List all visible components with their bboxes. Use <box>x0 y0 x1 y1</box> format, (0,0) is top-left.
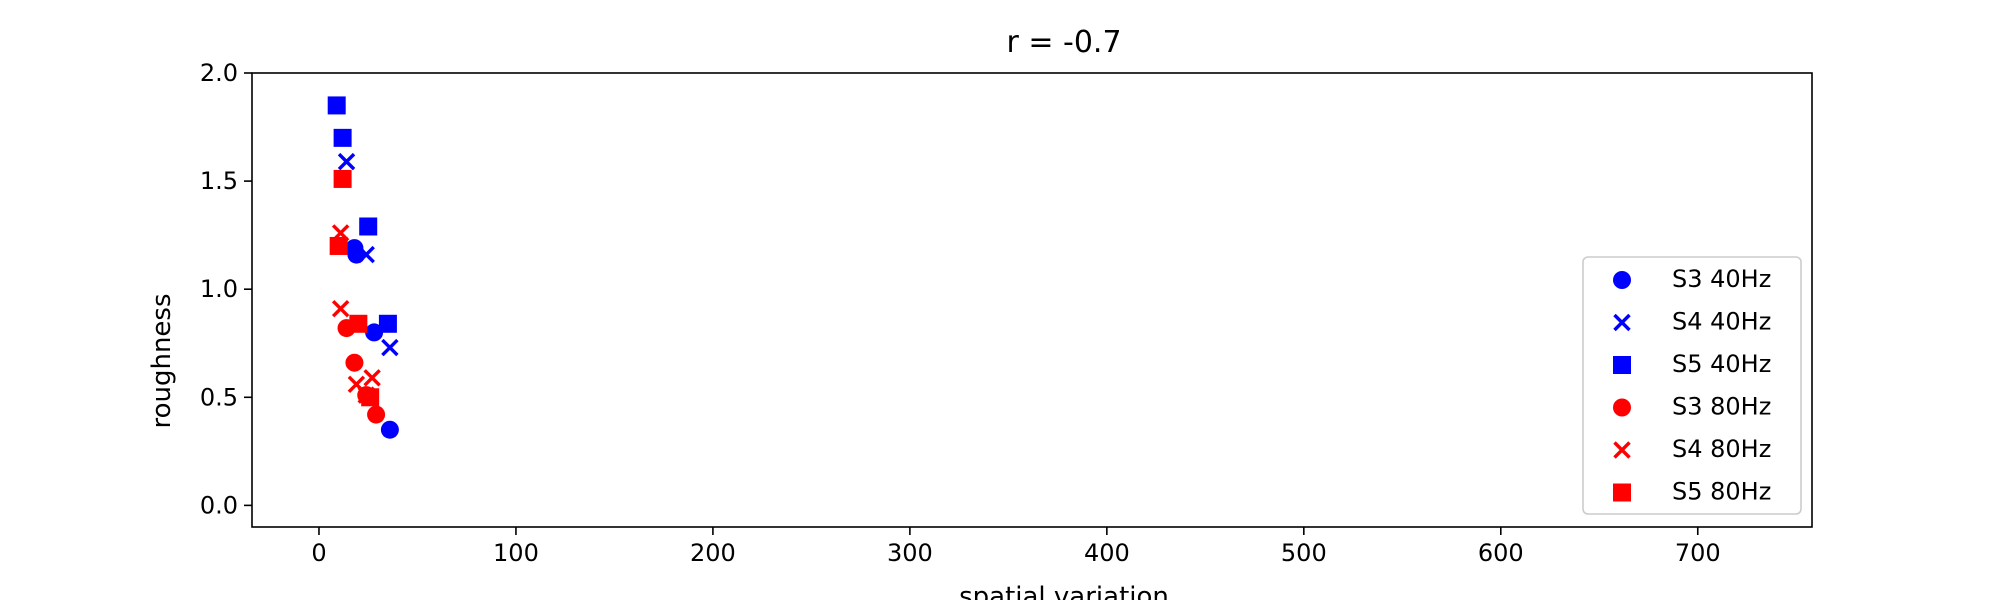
series-s5-40hz <box>327 96 397 333</box>
legend-marker <box>1613 398 1631 417</box>
legend-label: S4 80Hz <box>1672 435 1771 463</box>
data-point <box>329 236 348 255</box>
y-tick-label: 0.0 <box>200 491 238 519</box>
x-tick-label: 500 <box>1281 539 1327 567</box>
data-point <box>337 152 356 171</box>
legend-box <box>1582 256 1802 515</box>
data-point <box>359 217 378 236</box>
data-point <box>345 353 364 372</box>
data-point <box>367 405 386 424</box>
data-point <box>365 323 384 342</box>
y-tick-label: 1.0 <box>200 275 238 303</box>
data-point <box>357 245 375 264</box>
data-point <box>347 245 366 264</box>
x-tick-label: 0 <box>311 539 326 567</box>
data-point <box>327 96 346 115</box>
x-axis-label: spatial variation <box>959 582 1169 600</box>
legend-marker <box>1613 313 1631 332</box>
data-point <box>333 128 352 147</box>
plot-frame <box>251 72 1813 528</box>
x-tick-label: 600 <box>1478 539 1524 567</box>
x-tick-label: 200 <box>690 539 736 567</box>
y-tick-label: 1.5 <box>200 167 238 195</box>
data-point <box>361 388 380 407</box>
legend-entry: S3 80Hz <box>1613 393 1771 421</box>
legend-entry: S4 40Hz <box>1613 308 1771 336</box>
data-point <box>380 420 399 439</box>
legend-entry: S5 40Hz <box>1613 350 1771 378</box>
x-tick-label: 100 <box>493 539 539 567</box>
y-tick-label: 0.5 <box>200 383 238 411</box>
data-point <box>378 314 397 333</box>
data-point <box>381 338 399 357</box>
plot-area: 0 100 200 300 400 500 600 700 0.0 0.5 1.0 1.5 2.0 <box>200 59 1813 567</box>
legend-marker <box>1613 271 1631 289</box>
legend-marker <box>1613 356 1631 374</box>
x-tick-label: 400 <box>1084 539 1130 567</box>
x-tick-label: 300 <box>887 539 933 567</box>
data-point <box>363 369 381 387</box>
legend-marker <box>1613 441 1631 459</box>
series-s4-40hz <box>337 152 399 357</box>
legend-entry: S4 80Hz <box>1613 435 1771 463</box>
y-tick-label: 2.0 <box>200 59 238 87</box>
legend-marker <box>1613 483 1631 502</box>
series-s5-80hz <box>329 169 380 407</box>
chart-title: r = -0.7 <box>1006 25 1121 60</box>
y-axis-label: roughness <box>147 293 177 428</box>
legend-label: S3 80Hz <box>1672 393 1771 421</box>
legend-entry: S5 80Hz <box>1613 478 1771 506</box>
legend-label: S4 40Hz <box>1672 308 1771 336</box>
legend-label: S3 40Hz <box>1672 265 1771 293</box>
data-point <box>349 314 368 333</box>
legend-label: S5 40Hz <box>1672 350 1771 378</box>
legend: S3 40Hz S4 40Hz S5 40Hz S3 80Hz S4 80Hz S5 80… <box>1582 256 1802 515</box>
legend-entry: S3 40Hz <box>1613 265 1771 293</box>
x-tick-label: 700 <box>1675 539 1721 567</box>
data-point <box>333 169 352 188</box>
data-point <box>331 299 350 318</box>
legend-label: S5 80Hz <box>1672 478 1771 506</box>
